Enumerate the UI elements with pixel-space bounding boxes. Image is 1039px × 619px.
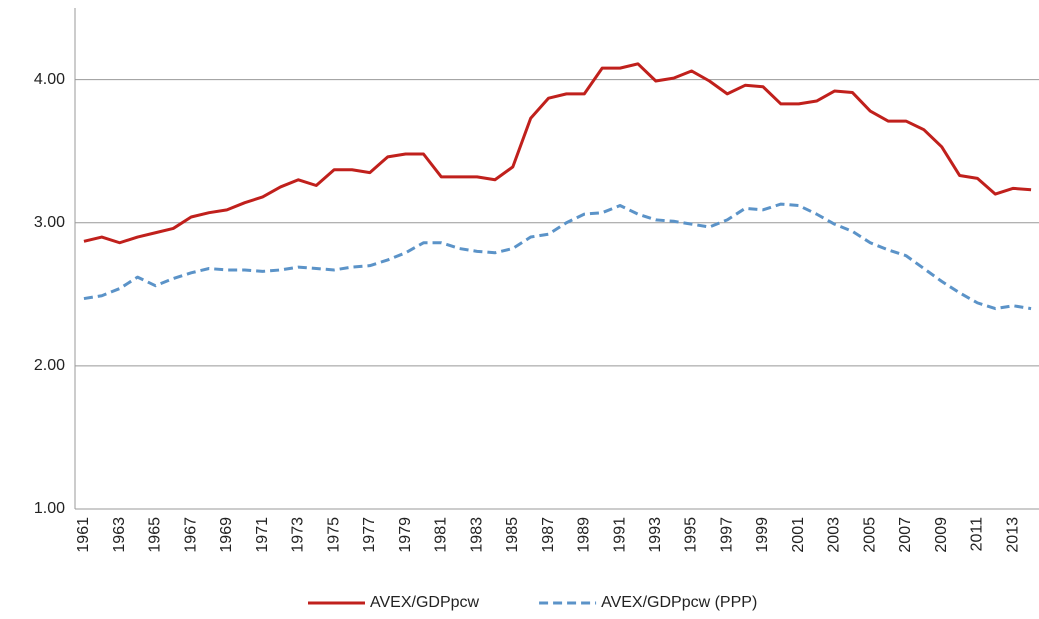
y-tick-label: 4.00: [34, 71, 65, 88]
x-tick-label: 1979: [397, 517, 414, 553]
x-tick-label: 1985: [504, 517, 521, 553]
x-tick-label: 1977: [361, 517, 378, 553]
legend-label: AVEX/GDPpcw (PPP): [601, 594, 757, 611]
legend-label: AVEX/GDPpcw: [370, 594, 480, 611]
x-tick-label: 2013: [1004, 517, 1021, 553]
x-tick-label: 1965: [147, 517, 164, 553]
x-tick-label: 1963: [111, 517, 128, 553]
x-tick-label: 1991: [611, 517, 628, 553]
x-tick-label: 2009: [933, 517, 950, 553]
x-tick-label: 1995: [683, 517, 700, 553]
x-tick-label: 1981: [433, 517, 450, 553]
x-tick-label: 1997: [718, 517, 735, 553]
x-tick-label: 1993: [647, 517, 664, 553]
x-tick-label: 2001: [790, 517, 807, 553]
x-tick-label: 2003: [826, 517, 843, 553]
data-line: [83, 62, 1032, 245]
x-tick-label: 1967: [182, 517, 199, 553]
x-tick-label: 2011: [969, 517, 986, 552]
x-tick-label: 1987: [540, 517, 557, 553]
y-tick-label: 1.00: [34, 500, 65, 517]
x-tick-label: 1961: [75, 517, 92, 553]
x-tick-label: 2005: [861, 517, 878, 553]
x-tick-label: 1989: [576, 517, 593, 553]
x-tick-label: 1969: [218, 517, 235, 553]
x-tick-label: 2007: [897, 517, 914, 553]
x-tick-label: 1975: [325, 517, 342, 553]
x-tick-label: 1971: [254, 517, 271, 553]
data-line: [83, 202, 1032, 311]
x-tick-label: 1973: [290, 517, 307, 553]
y-tick-label: 3.00: [34, 214, 65, 231]
y-tick-label: 2.00: [34, 357, 65, 374]
x-tick-label: 1983: [468, 517, 485, 553]
x-tick-label: 1999: [754, 517, 771, 553]
